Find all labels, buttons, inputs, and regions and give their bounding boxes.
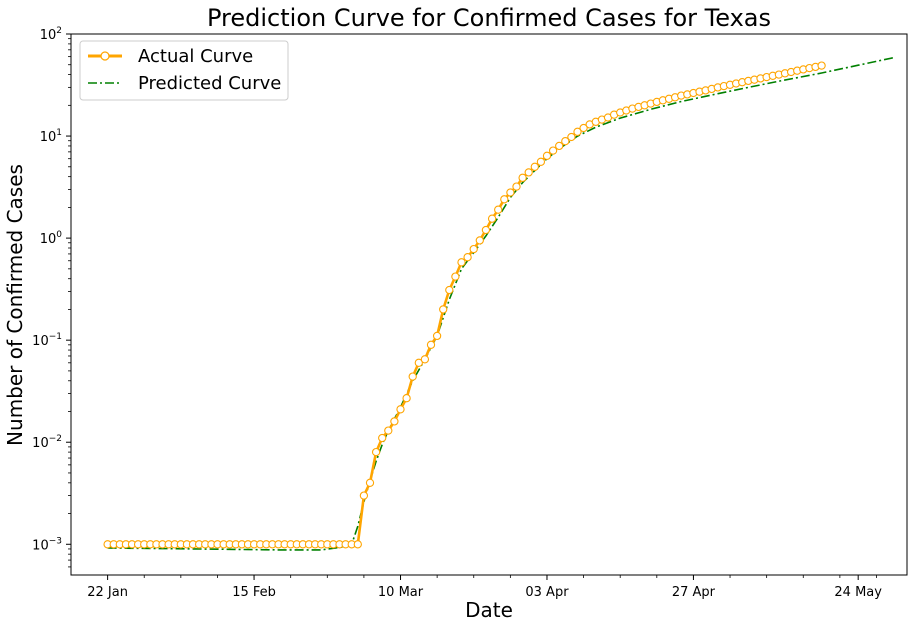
data-point-actual (494, 205, 503, 214)
data-point-actual (817, 61, 826, 70)
data-point-actual (579, 123, 588, 133)
legend-label-actual: Actual Curve (138, 46, 253, 67)
x-tick-label-2: 10 Mar (378, 585, 424, 600)
chart-title: Prediction Curve for Confirmed Cases for… (207, 4, 771, 32)
y-tick-label-0: 10−3 (32, 536, 62, 553)
data-point-actual (359, 491, 369, 500)
data-point-actual (365, 478, 375, 487)
legend-box (79, 40, 289, 101)
x-tick-label-3: 03 Apr (525, 585, 569, 600)
data-point-actual (414, 358, 423, 367)
data-point-actual (420, 355, 430, 364)
data-point-actual (353, 540, 362, 549)
data-point-actual (487, 214, 497, 223)
data-point-actual (432, 331, 442, 341)
legend-label-predicted: Predicted Curve (138, 73, 281, 94)
data-point-actual (402, 394, 411, 403)
data-point-actual (439, 305, 448, 314)
data-point-actual (469, 244, 478, 254)
data-point-actual (518, 173, 527, 182)
x-axis-label: Date (465, 598, 513, 622)
y-tick-label-4: 101 (40, 128, 62, 145)
data-point-actual (463, 253, 472, 262)
legend-marker-actual (100, 51, 110, 61)
data-point-actual (573, 127, 582, 136)
data-point-actual (426, 340, 436, 349)
data-point-actual (384, 426, 393, 435)
data-point-actual (451, 272, 460, 281)
data-point-actual (371, 447, 381, 457)
y-tick-label-5: 102 (40, 26, 62, 43)
plot-area (70, 33, 908, 576)
series-line-predicted (107, 56, 895, 551)
data-point-actual (378, 433, 387, 443)
data-point-actual (567, 132, 576, 142)
x-tick-label-0: 22 Jan (87, 585, 128, 600)
x-tick-label-1: 15 Feb (232, 585, 276, 600)
data-point-actual (542, 151, 552, 160)
x-tick-label-4: 27 Apr (672, 585, 716, 600)
data-point-actual (555, 141, 564, 151)
data-point-actual (408, 372, 417, 381)
data-point-actual (524, 168, 533, 177)
series-line-actual (107, 64, 822, 546)
axes: 22 Jan 15 Feb 10 Mar 03 Apr 27 Apr 24 May 10−3… (32, 26, 882, 600)
plot-frame (70, 33, 908, 576)
data-point-actual (561, 137, 570, 146)
data-point-actual (506, 188, 515, 197)
data-point-actual (512, 182, 521, 191)
y-tick-label-3: 100 (40, 230, 63, 247)
data-point-actual (481, 225, 491, 235)
y-tick-label-1: 10−2 (32, 434, 62, 451)
data-point-actual (445, 285, 454, 295)
data-point-actual (536, 157, 546, 166)
y-tick-label-2: 10−1 (32, 332, 62, 349)
data-point-actual (390, 417, 399, 426)
y-axis-label: Number of Confirmed Cases (3, 164, 27, 446)
data-point-actual (500, 195, 509, 204)
x-tick-label-5: 24 May (834, 585, 882, 600)
data-point-actual (475, 236, 484, 245)
data-point-actual (530, 162, 539, 171)
data-point-actual (396, 405, 405, 414)
data-point-actual (457, 258, 466, 267)
data-point-actual (548, 146, 558, 155)
legend: Actual Curve Predicted Curve (79, 40, 289, 101)
series-layer (103, 56, 895, 551)
